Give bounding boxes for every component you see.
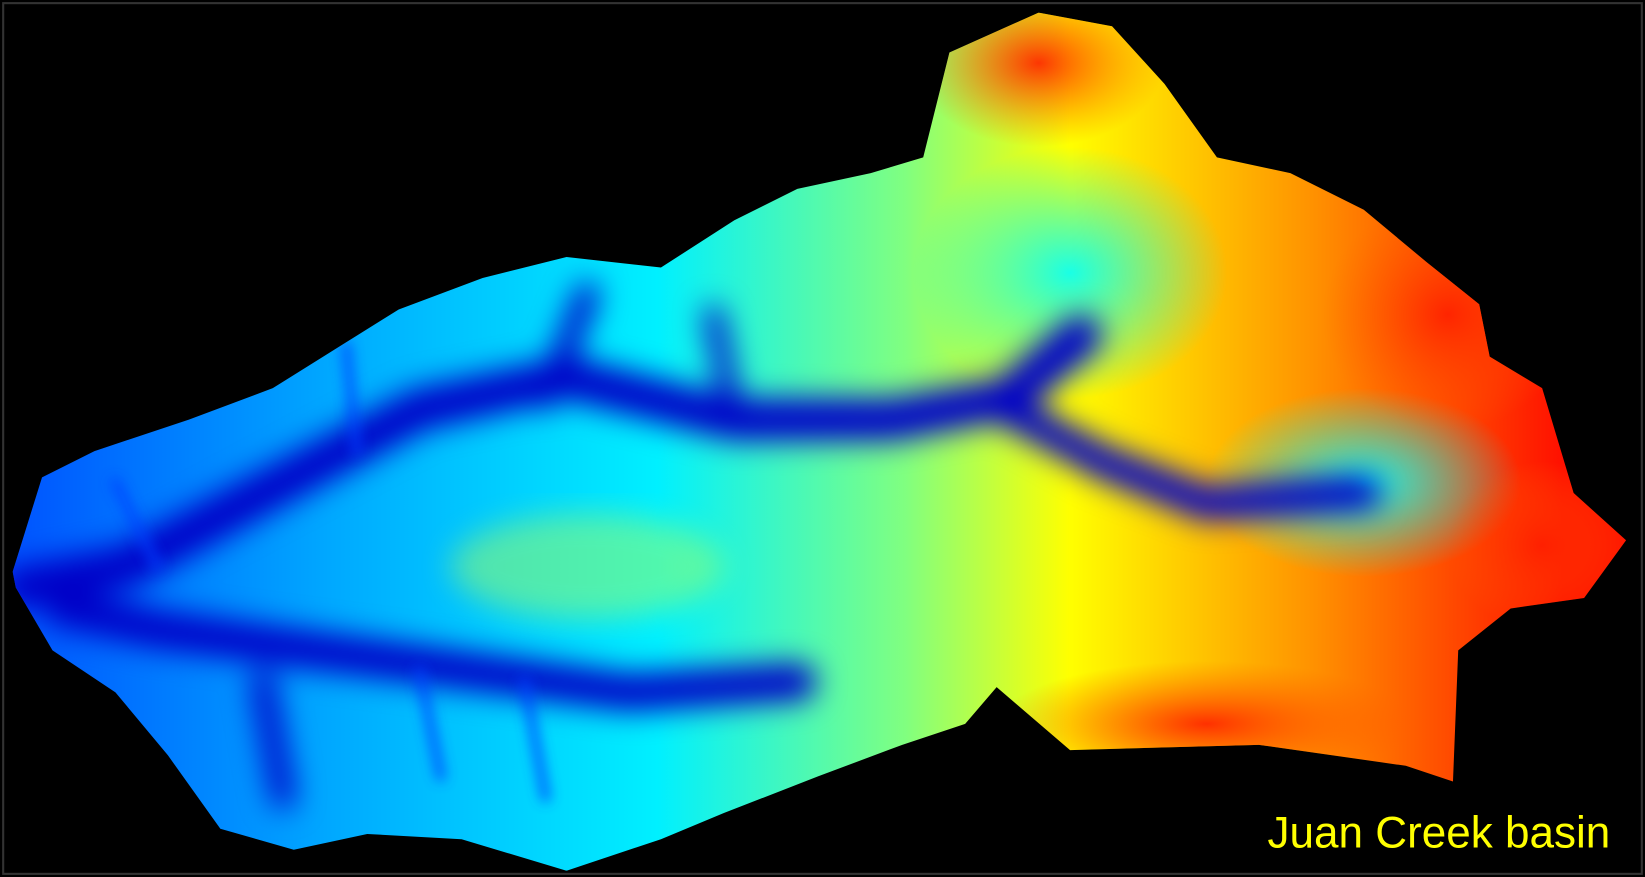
basin-map: Juan Creek basin <box>0 0 1645 877</box>
basin-label: Juan Creek basin <box>1268 809 1611 858</box>
